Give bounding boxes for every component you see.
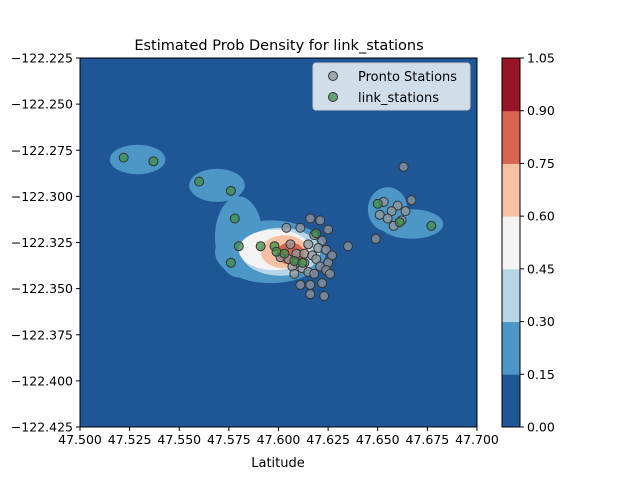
pronto-station-point-2 bbox=[305, 213, 316, 224]
colorbar-segment-4 bbox=[502, 163, 520, 217]
legend: Pronto Stations link_stations bbox=[312, 62, 471, 111]
colorbar: 0.00 0.15 0.30 0.45 0.60 0.75 0.90 1.05 bbox=[501, 51, 555, 435]
colorbar-tick-label: 0.00 bbox=[527, 420, 555, 435]
y-tick-label: −122.300 bbox=[11, 189, 73, 204]
x-tick-label: 47.675 bbox=[406, 432, 450, 447]
colorbar-tick-label: 0.30 bbox=[527, 314, 555, 329]
y-tick-label: −122.250 bbox=[11, 97, 73, 112]
x-tick-label: 47.700 bbox=[455, 432, 499, 447]
pronto-station-point-10 bbox=[342, 241, 353, 252]
link-station-point-0 bbox=[118, 152, 129, 163]
pronto-station-point-1 bbox=[295, 222, 306, 233]
colorbar-tick-label: 0.45 bbox=[527, 261, 555, 276]
pronto-station-point-3 bbox=[315, 215, 326, 226]
pronto-station-point-4 bbox=[323, 224, 334, 235]
colorbar-segment-3 bbox=[502, 216, 520, 270]
x-tick-label: 47.625 bbox=[306, 432, 350, 447]
link-station-point-13 bbox=[311, 228, 322, 239]
legend-label-pronto: Pronto Stations bbox=[358, 70, 457, 85]
density-contour-5 bbox=[379, 209, 444, 239]
plot-area bbox=[79, 57, 478, 428]
colorbar-tick-label: 0.90 bbox=[527, 103, 555, 118]
density-contour-0 bbox=[109, 144, 166, 175]
colorbar-segment-6 bbox=[502, 58, 520, 112]
pronto-station-point-42 bbox=[382, 213, 393, 224]
link-station-point-14 bbox=[372, 198, 383, 209]
y-tick-label: −122.375 bbox=[11, 327, 73, 342]
link-station-point-6 bbox=[225, 257, 236, 268]
x-axis-label: Latitude bbox=[251, 456, 305, 471]
y-tick-label: −122.350 bbox=[11, 281, 73, 296]
colorbar-segment-1 bbox=[502, 321, 520, 375]
x-axis: 47.500 47.525 47.550 47.575 47.600 47.625 47.6… bbox=[58, 427, 499, 447]
link-station-point-4 bbox=[229, 213, 240, 224]
pronto-station-point-27 bbox=[289, 268, 300, 279]
pronto-station-point-45 bbox=[370, 233, 381, 244]
link-station-point-7 bbox=[255, 241, 266, 252]
x-tick-label: 47.600 bbox=[257, 432, 301, 447]
pronto-station-point-31 bbox=[305, 289, 316, 300]
x-tick-label: 47.550 bbox=[157, 432, 201, 447]
y-tick-label: −122.325 bbox=[11, 235, 73, 250]
pronto-station-point-32 bbox=[319, 291, 330, 302]
x-tick-label: 47.575 bbox=[207, 432, 251, 447]
pronto-station-point-26 bbox=[325, 268, 336, 279]
y-tick-label: −122.400 bbox=[11, 373, 73, 388]
pronto-station-point-7 bbox=[303, 239, 314, 250]
link-station-point-3 bbox=[225, 185, 236, 196]
pronto-station-point-30 bbox=[317, 278, 328, 289]
colorbar-tick-label: 1.05 bbox=[527, 51, 555, 66]
pronto-station-point-29 bbox=[305, 279, 316, 290]
colorbar-frame bbox=[501, 57, 521, 428]
legend-label-link: link_stations bbox=[358, 91, 439, 106]
legend-marker-pronto bbox=[328, 71, 338, 81]
pronto-station-point-36 bbox=[406, 195, 417, 206]
y-tick-label: −122.425 bbox=[11, 420, 73, 435]
colorbar-tick-label: 0.15 bbox=[527, 367, 555, 382]
link-station-point-16 bbox=[426, 220, 437, 231]
points-layer bbox=[118, 152, 437, 302]
colorbar-segment-2 bbox=[502, 268, 520, 323]
x-tick-label: 47.500 bbox=[58, 432, 102, 447]
legend-box bbox=[312, 62, 471, 111]
colorbar-segment-0 bbox=[502, 374, 520, 428]
x-tick-label: 47.525 bbox=[108, 432, 152, 447]
link-station-point-12 bbox=[297, 257, 308, 268]
colorbar-tick-label: 0.60 bbox=[527, 209, 555, 224]
pronto-station-point-35 bbox=[398, 161, 409, 172]
chart-title: Estimated Prob Density for link_stations bbox=[134, 38, 423, 54]
pronto-station-point-11 bbox=[285, 239, 296, 250]
x-tick-label: 47.650 bbox=[356, 432, 400, 447]
link-station-point-15 bbox=[394, 217, 405, 228]
pronto-station-point-0 bbox=[281, 222, 292, 233]
pronto-station-point-41 bbox=[374, 209, 385, 220]
colorbar-segment-5 bbox=[502, 110, 520, 164]
y-tick-label: −122.225 bbox=[11, 51, 73, 66]
pronto-station-point-28 bbox=[295, 279, 306, 290]
link-station-point-2 bbox=[194, 176, 205, 187]
y-axis: −122.225 −122.250 −122.275 −122.300 −122.325… bbox=[11, 51, 80, 435]
link-station-point-1 bbox=[148, 156, 159, 167]
colorbar-tick-label: 0.75 bbox=[527, 156, 555, 171]
link-station-point-5 bbox=[233, 241, 244, 252]
link-station-point-10 bbox=[279, 248, 290, 259]
y-tick-label: −122.275 bbox=[11, 143, 73, 158]
pronto-station-point-40 bbox=[400, 206, 411, 217]
pronto-station-point-24 bbox=[309, 268, 320, 279]
legend-marker-link bbox=[328, 92, 338, 102]
